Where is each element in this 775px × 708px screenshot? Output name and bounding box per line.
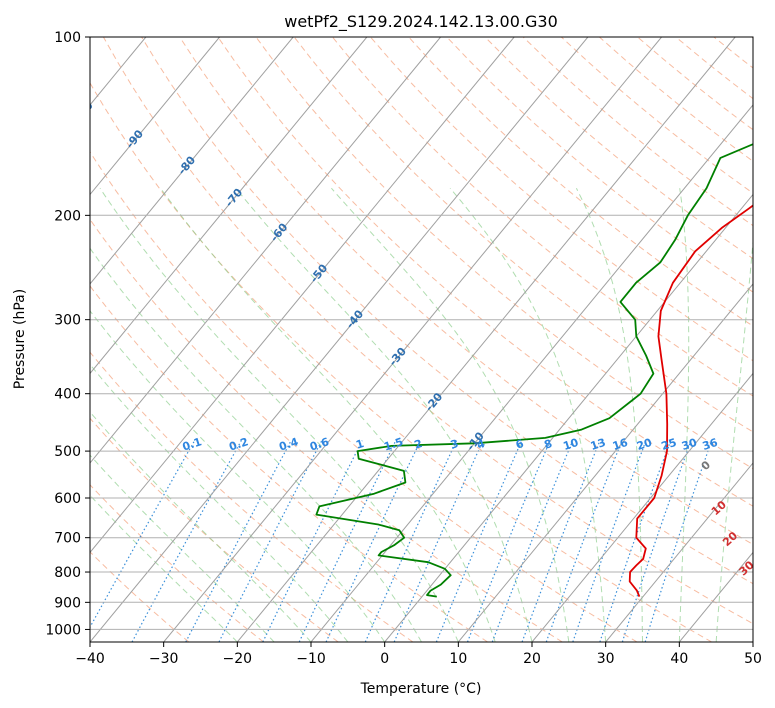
moist-adiabat-line: [90, 454, 275, 642]
isotherm-line: [457, 283, 753, 642]
mixing-ratio-line: [644, 440, 713, 642]
x-tick-label: 20: [523, 651, 541, 667]
dry-adiabat-line: [90, 285, 488, 642]
x-axis-ticks: −40 −30 −20 −10 0 10 20 30 40 50: [75, 642, 762, 667]
x-tick-label: −10: [296, 651, 326, 667]
x-tick-label: 0: [380, 651, 389, 667]
mixing-ratio-line: [131, 440, 242, 642]
mixing-ratio-label: 16: [611, 436, 630, 453]
y-tick-label: 600: [54, 491, 81, 507]
isotherm-line: [605, 462, 753, 642]
mixing-ratio-lines: [90, 440, 713, 642]
moist-adiabat-line: [678, 188, 690, 642]
dry-adiabat-line: [90, 218, 563, 642]
y-tick-label: 1000: [45, 622, 81, 638]
dry-adiabat-line: [255, 37, 753, 470]
y-axis-ticks: 100 200 300 400 500 600 700 800 900 1000: [45, 30, 90, 638]
mixing-ratio-line: [572, 440, 647, 642]
isotherms: [90, 37, 753, 642]
mixing-ratio-label: 0.4: [277, 435, 300, 453]
moist-adiabat-line: [160, 187, 496, 642]
x-tick-label: 10: [449, 651, 467, 667]
mixing-ratio-line: [435, 440, 523, 642]
y-tick-label: 900: [54, 595, 81, 611]
mixing-ratio-label: 30: [680, 436, 699, 453]
moist-adiabats: [90, 187, 753, 642]
x-tick-label: −30: [149, 651, 179, 667]
moist-adiabat-line: [90, 310, 386, 642]
mixing-ratio-label: 25: [660, 436, 679, 453]
isotherm-line: [163, 37, 662, 642]
moist-adiabat-line: [235, 187, 533, 642]
isotherm-line: [384, 193, 753, 642]
isotherm-line: [310, 104, 753, 642]
dewpoint-line: [315, 143, 753, 598]
x-tick-label: −40: [75, 651, 105, 667]
y-tick-label: 100: [54, 30, 81, 46]
dry-adiabat-line: [217, 37, 753, 507]
profile-series: [315, 143, 753, 598]
moist-adiabat-line: [575, 187, 643, 642]
dry-adiabat-line: [90, 417, 339, 642]
y-tick-label: 400: [54, 387, 81, 403]
mixing-ratio-label: 20: [635, 436, 654, 453]
moist-adiabat-line: [90, 411, 312, 642]
dry-adiabat-line: [90, 81, 712, 642]
y-tick-label: 800: [54, 565, 81, 581]
moist-adiabat-line: [99, 187, 459, 642]
mixing-ratio-label: 0.2: [227, 435, 250, 453]
x-tick-label: 50: [744, 651, 762, 667]
dry-adiabat-line: [293, 37, 753, 433]
x-tick-label: 30: [597, 651, 615, 667]
mixing-ratio-line: [262, 440, 363, 642]
x-tick-label: 40: [670, 651, 688, 667]
mixing-ratio-line: [393, 440, 484, 642]
pressure-gridlines: [90, 37, 753, 630]
mixing-ratio-label: 0.6: [308, 435, 331, 453]
mixing-ratio-label: 13: [589, 436, 608, 453]
chart-title: wetPf2_S129.2024.142.13.00.G30: [284, 12, 558, 32]
dry-adiabat-line: [90, 150, 638, 642]
mixing-ratio-label: 0.1: [181, 435, 204, 453]
isotherm-line: [531, 372, 753, 642]
mixing-ratio-line: [90, 440, 196, 629]
y-axis-label: Pressure (hPa): [12, 289, 28, 389]
isotherm-line: [90, 37, 589, 642]
mixing-ratio-label: 6: [514, 437, 526, 452]
mixing-ratio-label: 1: [354, 437, 365, 452]
mixing-ratio-label: 1.5: [382, 435, 405, 453]
x-axis-label: Temperature (°C): [360, 681, 482, 697]
mixing-ratio-label: 10: [562, 436, 581, 453]
dry-adiabat-line: [90, 351, 414, 642]
mixing-ratio-label: 8: [542, 437, 553, 452]
mixing-ratio-label: 3: [449, 437, 460, 452]
mixing-ratio-label: 36: [701, 436, 720, 453]
y-tick-label: 200: [54, 208, 81, 224]
dry-adiabat-line: [90, 484, 264, 642]
isotherm-line: [90, 37, 441, 464]
dry-adiabats: [90, 37, 753, 642]
y-tick-label: 500: [54, 444, 81, 460]
dry-adiabat-line: [90, 551, 190, 642]
plot-frame: [89, 36, 754, 643]
isotherm-line: [90, 37, 515, 554]
mixing-ratio-label: 4: [475, 437, 487, 452]
x-tick-label: −20: [223, 651, 253, 667]
mixing-ratio-line: [364, 440, 458, 642]
y-tick-label: 700: [54, 531, 81, 547]
y-tick-label: 300: [54, 313, 81, 329]
moist-adiabat-line: [90, 494, 238, 642]
moist-adiabat-line: [715, 235, 753, 642]
mixing-ratio-line: [545, 440, 623, 642]
isotherm-line: [236, 37, 736, 642]
isotherm-line: [90, 37, 368, 375]
isotherm-line: [90, 37, 294, 285]
mixing-ratio-label: 2: [413, 437, 424, 452]
temperature-line: [628, 204, 753, 597]
isotherm-line: [90, 37, 220, 196]
dry-adiabat-line: [332, 37, 753, 397]
moist-adiabat-line: [90, 247, 422, 642]
moist-adiabat-line: [331, 187, 570, 642]
